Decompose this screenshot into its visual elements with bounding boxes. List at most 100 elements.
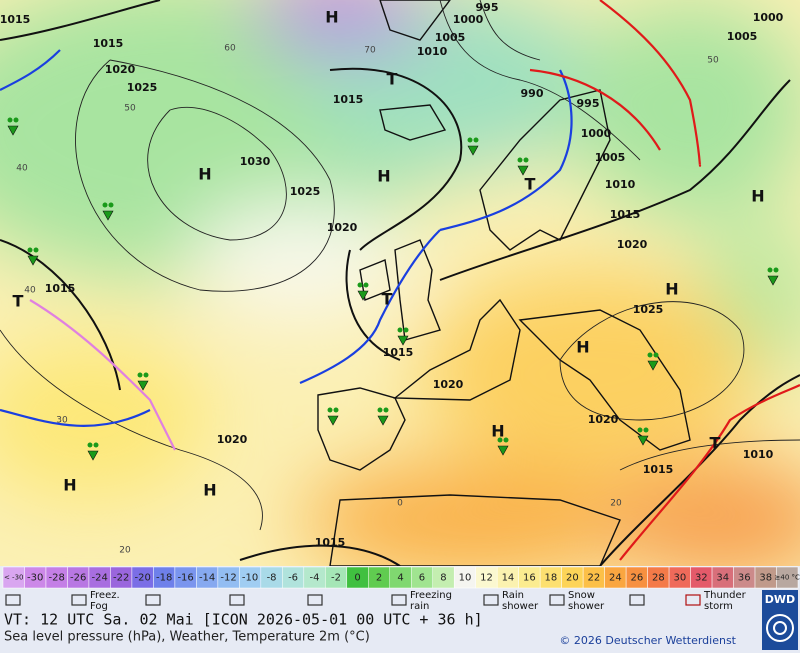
legend-icon: [5, 594, 21, 606]
temperature-label: 20: [119, 546, 131, 556]
rain-symbol: [7, 117, 13, 123]
isobar-label: 1020: [617, 238, 648, 251]
rain-symbol: [383, 407, 389, 413]
scale-label: 2: [376, 573, 382, 584]
shower-symbol: [767, 275, 779, 286]
pressure-center: T: [13, 292, 24, 311]
isobar-label: 995: [577, 97, 600, 110]
rain-symbol: [403, 327, 409, 333]
temperature-scale: < -30 -30 -28 -26 -24 -22 -20 -18 -16 -14 -12 -10 -8…: [2, 566, 800, 589]
map: 1015 1020 1025 1030 1025 1020 1015 1015 1015 1020…: [0, 0, 800, 566]
scale-label: -2: [331, 573, 341, 584]
isobar-label: 1015: [610, 208, 641, 221]
scale-high-label: ≥40 °C: [775, 574, 800, 582]
rain-symbol: [647, 352, 653, 358]
isobar-label: 1005: [435, 31, 466, 44]
rain-symbol: [497, 437, 503, 443]
rain-symbol: [767, 267, 773, 273]
scale-label: 8: [440, 573, 446, 584]
isobar-label: 1000: [581, 127, 612, 140]
scale-label: 14: [502, 573, 515, 584]
rain-symbol: [327, 407, 333, 413]
isobar-label: 1005: [595, 151, 626, 164]
scale-swatch: [776, 566, 799, 589]
shower-symbol: [27, 255, 39, 266]
isobar-label: 1005: [727, 30, 758, 43]
isobar-label: 1025: [290, 185, 321, 198]
temperature-label: 20: [610, 499, 622, 509]
isobar-label: 1020: [327, 221, 358, 234]
shower-symbol: [327, 415, 339, 426]
pressure-center: T: [525, 175, 536, 194]
isobar-label: 1020: [588, 413, 619, 426]
scale-label: 22: [588, 573, 601, 584]
legend-label: Freezing rain: [410, 590, 452, 612]
pressure-center: T: [710, 434, 721, 453]
legend-icon: [549, 594, 565, 606]
rain-symbol: [13, 117, 19, 123]
coastlines: [317, 0, 691, 566]
legend-icon: [629, 594, 645, 606]
temperature-label: 60: [224, 44, 236, 54]
scale-label: 34: [716, 573, 729, 584]
isobar-label: 1015: [333, 93, 364, 106]
pressure-center: H: [203, 481, 216, 500]
legend-icon: [483, 594, 499, 606]
scale-label: 30: [673, 573, 686, 584]
copyright: © 2026 Deutscher Wetterdienst: [559, 634, 736, 647]
legend-icon: [71, 594, 87, 606]
rain-symbol: [357, 282, 363, 288]
isobar-label: 1025: [127, 81, 158, 94]
pressure-center: H: [665, 280, 678, 299]
map-labels: 1015 1020 1025 1030 1025 1020 1015 1015 1015 1020…: [0, 1, 784, 556]
isobar-label: 1015: [45, 282, 76, 295]
shower-symbol: [7, 125, 19, 136]
scale-label: 20: [566, 573, 579, 584]
temperature-label: 70: [364, 46, 376, 56]
isobar-label: 1015: [315, 536, 346, 549]
rain-symbol: [108, 202, 114, 208]
scale-label: -4: [310, 573, 320, 584]
temperature-label: 40: [24, 286, 36, 296]
scale-label: 24: [609, 573, 622, 584]
scale-label: 12: [480, 573, 493, 584]
pressure-center: H: [576, 338, 589, 357]
rain-symbol: [93, 442, 99, 448]
isobar-label: 1030: [240, 155, 271, 168]
shower-symbol: [517, 165, 529, 176]
scale-label: 4: [397, 573, 403, 584]
legend-label: Rain shower: [502, 590, 539, 612]
pressure-center: H: [751, 187, 764, 206]
pressure-center: H: [63, 476, 76, 495]
rain-symbol: [503, 437, 509, 443]
scale-label: 32: [695, 573, 708, 584]
scale-label: 26: [630, 573, 643, 584]
legend-label: Snow shower: [568, 590, 605, 612]
temperature-label: 50: [124, 104, 136, 114]
legend-label: Thunder storm: [703, 590, 747, 612]
scale-label: 6: [419, 573, 425, 584]
isobar-label: 1010: [743, 448, 774, 461]
rain-symbol: [143, 372, 149, 378]
rain-symbol: [33, 247, 39, 253]
shower-symbol: [137, 380, 149, 391]
isobar-label: 1025: [633, 303, 664, 316]
rain-symbol: [137, 372, 143, 378]
scale-label: -24: [92, 573, 108, 584]
isobar-label: 1000: [453, 13, 484, 26]
temperature-label: 0: [397, 499, 403, 509]
shower-symbol: [497, 445, 509, 456]
isobar-label: 995: [476, 1, 499, 14]
isobar-label: 1015: [383, 346, 414, 359]
isobar-label: 1020: [433, 378, 464, 391]
shower-symbol: [637, 435, 649, 446]
pressure-center: H: [325, 8, 338, 27]
rain-symbol: [27, 247, 33, 253]
pressure-center: H: [491, 422, 504, 441]
pressure-center: H: [377, 167, 390, 186]
footer-band: [0, 612, 800, 653]
isobars-thick: [0, 0, 800, 566]
isobar-label: 1000: [753, 11, 784, 24]
legend-icon: [391, 594, 407, 606]
